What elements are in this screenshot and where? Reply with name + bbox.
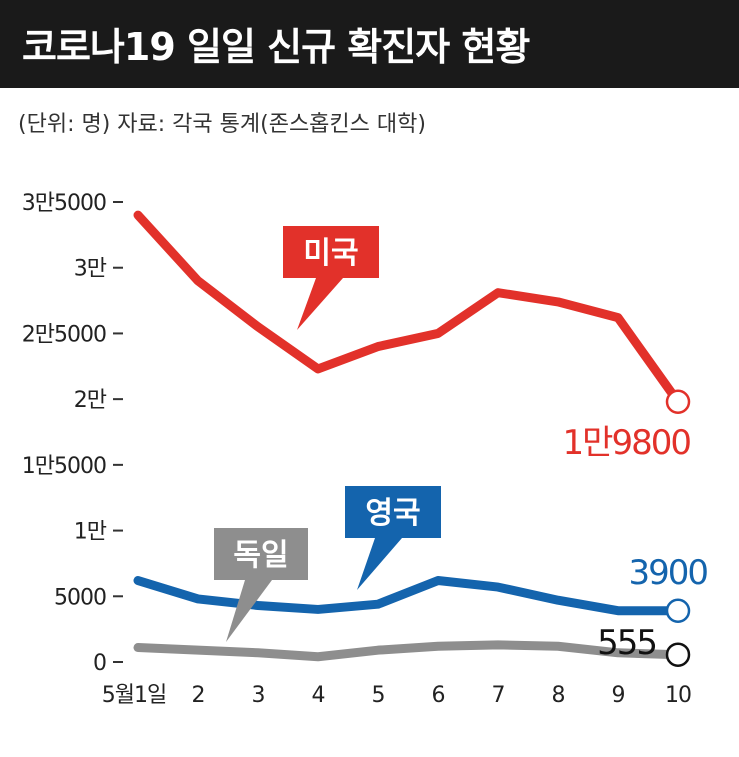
series-line-usa [133,210,683,407]
data-point-uk [317,608,319,610]
data-point-germany [197,649,199,651]
x-tick-label: 5 [372,683,385,708]
y-tick-label: 1만 [74,520,107,545]
x-tick-label: 3 [252,683,265,708]
callout-pointer-uk [357,538,402,590]
legend-label-uk: 영국 [365,496,420,531]
data-point-germany [317,656,319,658]
data-point-uk [257,604,259,606]
y-tick-label: 3만5000 [22,191,106,216]
x-tick-label: 8 [552,683,565,708]
data-point-germany [497,644,499,646]
x-tick-label: 5월1일 [102,683,166,708]
data-point-usa [497,292,499,294]
end-value-label-germany: 555 [597,623,656,663]
data-point-germany [257,652,259,654]
axes: 0 5000 1만 1만5000 2만 2만5000 3만 3만5000 5월1일 2 3 4 5 6 7 8… [22,191,692,708]
data-point-germany [377,649,379,651]
chart-title: 코로나19 일일 신규 확진자 현황 [22,25,530,69]
data-point-usa [257,326,259,328]
end-marker-germany [665,642,691,667]
y-tick-label: 2만 [74,388,107,413]
callout-box-germany [214,528,308,580]
data-point-germany [137,647,139,649]
data-point-uk [437,580,439,582]
x-tick-label: 9 [612,683,625,708]
y-tick-label: 1만5000 [22,454,106,479]
end-value-label-usa: 1만9800 [563,423,691,463]
series-lines [133,210,691,667]
x-tick-label: 7 [492,683,505,708]
series-line-uk [133,576,683,616]
x-tick-label: 6 [432,683,445,708]
data-point-uk [497,586,499,588]
x-tick-label: 10 [665,683,691,708]
data-point-usa [317,368,319,370]
title-bar: 코로나19 일일 신규 확진자 현황 [0,0,739,88]
callout-uk: 영국 [345,486,441,590]
legend-label-germany: 독일 [233,538,288,573]
callout-pointer-germany [226,580,272,642]
data-point-usa [197,280,199,282]
data-point-germany [617,652,619,654]
end-value-label-uk: 3900 [628,553,707,593]
data-point-uk [557,599,559,601]
x-tick-label: 2 [192,683,205,708]
source-note: (단위: 명) 자료: 각국 통계(존스홉킨스 대학) [18,112,426,137]
callout-pointer-usa [297,278,343,330]
y-tick-label: 3만 [74,257,107,282]
end-labels: 1만9800 3900 555 [563,423,710,663]
data-point-uk [617,610,619,612]
callout-germany: 독일 [214,528,308,642]
data-point-uk [377,603,379,605]
data-point-usa [617,317,619,319]
data-point-usa [437,332,439,334]
data-point-usa [377,346,379,348]
callout-box-uk [345,486,441,538]
end-marker-uk [665,598,691,623]
series-line-germany [133,640,683,662]
data-point-germany [437,645,439,647]
data-point-germany [557,645,559,647]
callout-box-usa [283,226,379,278]
data-point-uk [137,580,139,582]
y-tick-label: 2만5000 [22,322,106,347]
x-tick-label: 4 [312,683,325,708]
data-point-usa [557,301,559,303]
callout-usa: 미국 [283,226,379,330]
data-point-usa [137,214,139,216]
y-tick-label: 0 [93,651,106,676]
legend-label-usa: 미국 [303,236,358,271]
end-marker-usa [665,389,691,415]
y-tick-label: 5000 [54,585,106,610]
data-point-uk [197,598,199,600]
